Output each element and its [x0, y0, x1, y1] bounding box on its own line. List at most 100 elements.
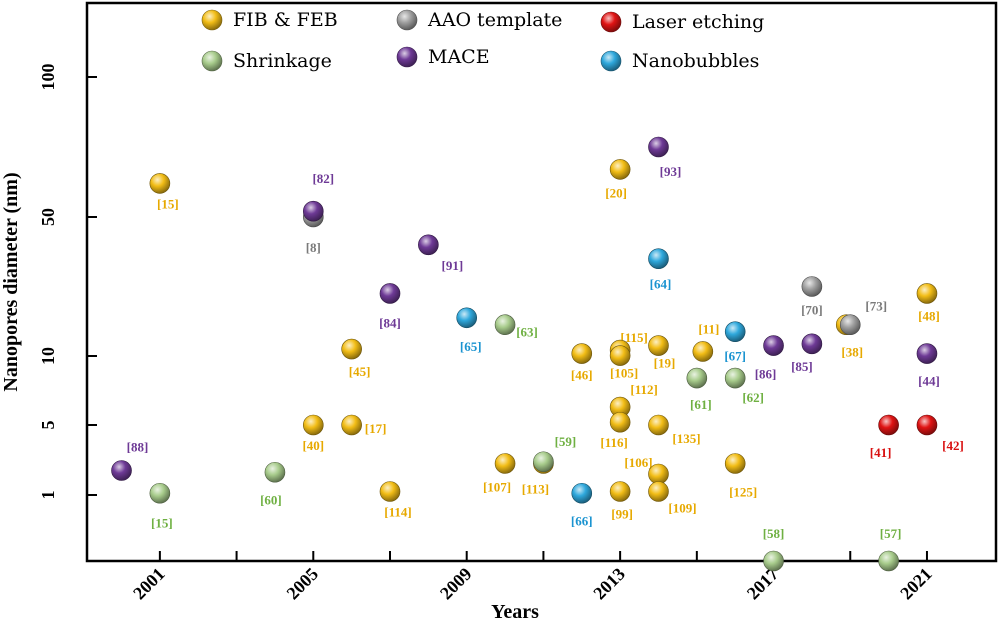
reference-label: [58]	[763, 526, 785, 541]
legend-marker	[600, 50, 622, 72]
reference-label: [45]	[349, 364, 371, 379]
y-tick-label: 10	[38, 347, 58, 365]
reference-label: [73]	[865, 299, 887, 314]
legend-label: FIB & FEB	[233, 9, 338, 31]
reference-label: [125]	[729, 485, 757, 500]
data-point	[648, 136, 669, 158]
reference-label: [84]	[379, 315, 401, 330]
reference-label: [46]	[571, 368, 593, 383]
legend-item: FIB & FEB	[201, 9, 338, 31]
reference-label: [65]	[460, 339, 482, 354]
y-tick-label: 1	[38, 491, 58, 500]
data-point	[763, 335, 784, 356]
reference-label: [107]	[483, 480, 511, 495]
legend-item: MACE	[396, 46, 490, 68]
data-point	[149, 173, 171, 194]
data-point	[724, 367, 746, 389]
reference-label: [8]	[306, 240, 321, 255]
reference-label: [109]	[668, 501, 696, 516]
data-point	[724, 321, 746, 342]
legend-label: Shrinkage	[233, 50, 332, 72]
data-point	[111, 460, 132, 481]
reference-label: [99]	[611, 507, 633, 522]
legend-marker	[396, 46, 418, 68]
data-point	[801, 276, 823, 297]
reference-label: [20]	[605, 185, 627, 200]
reference-label: [11]	[698, 321, 719, 336]
legend-marker	[201, 50, 223, 72]
reference-label: [91]	[442, 258, 464, 273]
reference-label: [67]	[724, 349, 746, 364]
data-point	[341, 338, 362, 360]
legend-label: Nanobubbles	[632, 50, 759, 72]
data-point	[916, 414, 938, 436]
reference-label: [15]	[151, 515, 173, 530]
reference-label: [41]	[870, 445, 892, 460]
data-point	[801, 333, 823, 355]
reference-label: [62]	[742, 390, 764, 405]
data-point	[609, 345, 631, 366]
x-tick-label: 2021	[896, 564, 936, 604]
data-point	[878, 550, 899, 572]
legend-label: AAO template	[427, 9, 562, 31]
legend-label: Laser etching	[632, 11, 764, 33]
data-point	[571, 343, 593, 364]
data-point	[609, 159, 631, 180]
data-point	[379, 283, 401, 304]
legend-marker	[396, 9, 418, 31]
x-tick-label: 2001	[129, 564, 169, 604]
data-point	[686, 367, 708, 389]
x-tick-label: 2005	[283, 564, 323, 604]
legend-label: MACE	[428, 46, 490, 68]
y-axis-label: Nanopores diameter (nm)	[0, 172, 22, 391]
legend-marker	[201, 9, 223, 31]
data-point	[302, 200, 324, 222]
data-point	[839, 314, 861, 336]
reference-label: [115]	[620, 330, 647, 345]
reference-label: [19]	[654, 356, 676, 371]
y-axis: 1 5 10 50 100	[38, 64, 97, 500]
legend-item: Shrinkage	[201, 50, 332, 72]
reference-label: [85]	[791, 359, 813, 374]
data-point	[648, 248, 669, 270]
x-axis-label: Years	[491, 601, 539, 623]
reference-label: [66]	[571, 513, 593, 528]
data-point	[149, 482, 171, 504]
reference-label: [17]	[365, 421, 387, 436]
data-point	[916, 343, 938, 364]
data-point	[571, 482, 593, 504]
reference-label: [88]	[127, 440, 149, 455]
reference-label: [57]	[880, 526, 902, 541]
data-point	[533, 451, 554, 473]
reference-label: [64]	[650, 277, 672, 292]
reference-label: [44]	[918, 374, 940, 389]
reference-label: [93]	[660, 164, 682, 179]
reference-label: [15]	[157, 196, 179, 211]
data-point	[878, 414, 899, 436]
data-point	[648, 335, 669, 356]
data-point	[916, 283, 938, 304]
reference-label: [116]	[600, 435, 627, 450]
x-tick-label: 2013	[589, 564, 629, 604]
reference-label: [112]	[630, 382, 657, 397]
legend-item: Laser etching	[600, 11, 764, 33]
reference-label: [60]	[260, 492, 282, 507]
data-point	[341, 414, 362, 436]
reference-label: [86]	[755, 367, 777, 382]
reference-label: [61]	[690, 397, 712, 412]
reference-label: [113]	[522, 482, 549, 497]
reference-label: [40]	[302, 438, 324, 453]
y-tick-label: 50	[38, 208, 58, 226]
reference-label: [106]	[624, 455, 652, 470]
data-point	[763, 550, 784, 572]
plot-frame	[85, 1, 998, 563]
data-point	[418, 234, 439, 256]
legend-marker	[600, 11, 622, 33]
data-point	[609, 481, 631, 502]
data-point	[379, 481, 401, 502]
data-point	[494, 453, 516, 474]
x-axis: 2001 2005 2009 2013 2017 2021	[129, 551, 936, 603]
data-point	[494, 314, 516, 336]
data-point	[456, 307, 478, 329]
